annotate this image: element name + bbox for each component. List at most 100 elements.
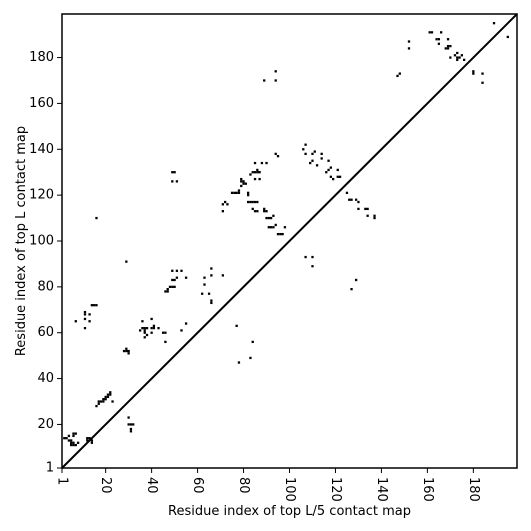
data-points-group (63, 22, 509, 447)
contact-point (279, 232, 282, 236)
contact-point (315, 164, 319, 167)
contact-point (320, 157, 323, 160)
y-tick-label: 180 (29, 50, 54, 65)
contact-point (184, 276, 188, 279)
contact-point (102, 398, 105, 401)
contact-point (265, 210, 268, 213)
contact-point (274, 70, 277, 73)
contact-point (357, 200, 360, 204)
contact-point (67, 439, 71, 442)
contact-point (492, 22, 496, 25)
contact-point (109, 391, 112, 394)
contact-point (256, 200, 259, 204)
contact-point (127, 349, 130, 353)
contact-point (129, 423, 133, 426)
contact-point (332, 177, 335, 181)
contact-point (210, 299, 213, 302)
contact-point (338, 175, 342, 178)
contact-point (138, 329, 142, 332)
contact-point (256, 168, 259, 172)
contact-point (428, 31, 431, 34)
y-tick-label: 140 (29, 142, 54, 157)
contact-point (267, 216, 270, 220)
contact-point (83, 310, 87, 314)
contact-point (166, 288, 169, 291)
contact-point (180, 329, 183, 332)
contact-point (274, 79, 277, 82)
contact-point (249, 200, 252, 204)
contact-point (152, 324, 156, 327)
contact-point (253, 177, 257, 181)
contact-point (143, 336, 146, 339)
contact-point (263, 207, 266, 211)
contact-point (246, 193, 250, 197)
x-tick-label: 160 (420, 477, 435, 502)
contact-point (396, 74, 399, 78)
contact-point (129, 430, 133, 433)
contact-point (171, 285, 174, 289)
contact-point (472, 72, 475, 75)
x-tick-label: 40 (144, 477, 159, 494)
contact-point (304, 143, 307, 146)
contact-point (70, 439, 73, 442)
contact-point (373, 214, 376, 217)
contact-point (460, 54, 463, 57)
contact-point (157, 326, 160, 330)
y-tick-label: 20 (37, 417, 54, 432)
contact-point (251, 171, 254, 174)
contact-point (175, 269, 179, 272)
contact-point (63, 437, 66, 440)
contact-point (446, 38, 450, 41)
contact-point (224, 200, 227, 204)
y-tick-label: 120 (29, 188, 54, 203)
contact-point (122, 349, 126, 353)
x-tick-label: 100 (282, 477, 297, 502)
contact-point (398, 72, 401, 75)
contact-point (253, 200, 257, 204)
x-tick-label: 1 (55, 477, 70, 485)
contact-point (74, 432, 77, 435)
contact-point (242, 180, 245, 183)
contact-point (166, 290, 169, 293)
contact-point (83, 326, 87, 330)
contact-point (481, 81, 484, 84)
contact-point (407, 40, 411, 43)
contact-point (125, 347, 128, 350)
contact-point (127, 423, 130, 426)
contact-point (256, 210, 259, 213)
contact-point (210, 274, 213, 277)
contact-point (313, 150, 316, 153)
contact-point (141, 326, 144, 330)
contact-point (472, 70, 475, 73)
contact-point (171, 180, 174, 183)
contact-point (95, 216, 98, 220)
contact-point (203, 283, 206, 286)
contact-point (90, 439, 94, 442)
contact-point (230, 191, 234, 194)
contact-point (325, 171, 328, 174)
contact-point (336, 175, 339, 178)
contact-point (235, 191, 238, 194)
contact-point (104, 398, 107, 401)
contact-point (201, 292, 204, 295)
contact-point (256, 171, 259, 174)
contact-point (161, 331, 165, 334)
contact-point (233, 191, 236, 194)
contact-point (97, 400, 100, 403)
contact-point (251, 340, 254, 344)
contact-point (249, 173, 252, 176)
contact-point (90, 441, 94, 444)
x-tick-label: 120 (328, 477, 343, 502)
contact-point (102, 400, 105, 403)
contact-point (309, 161, 312, 165)
contact-point (336, 168, 339, 172)
contact-point (253, 210, 257, 213)
contact-point (150, 331, 153, 334)
contact-point (152, 326, 156, 330)
contact-point (145, 326, 149, 330)
contact-point (240, 184, 243, 188)
contact-point (141, 320, 144, 323)
contact-point (446, 44, 450, 48)
y-axis-label: Residue index of top L contact map (14, 126, 29, 356)
contact-point (171, 269, 174, 272)
